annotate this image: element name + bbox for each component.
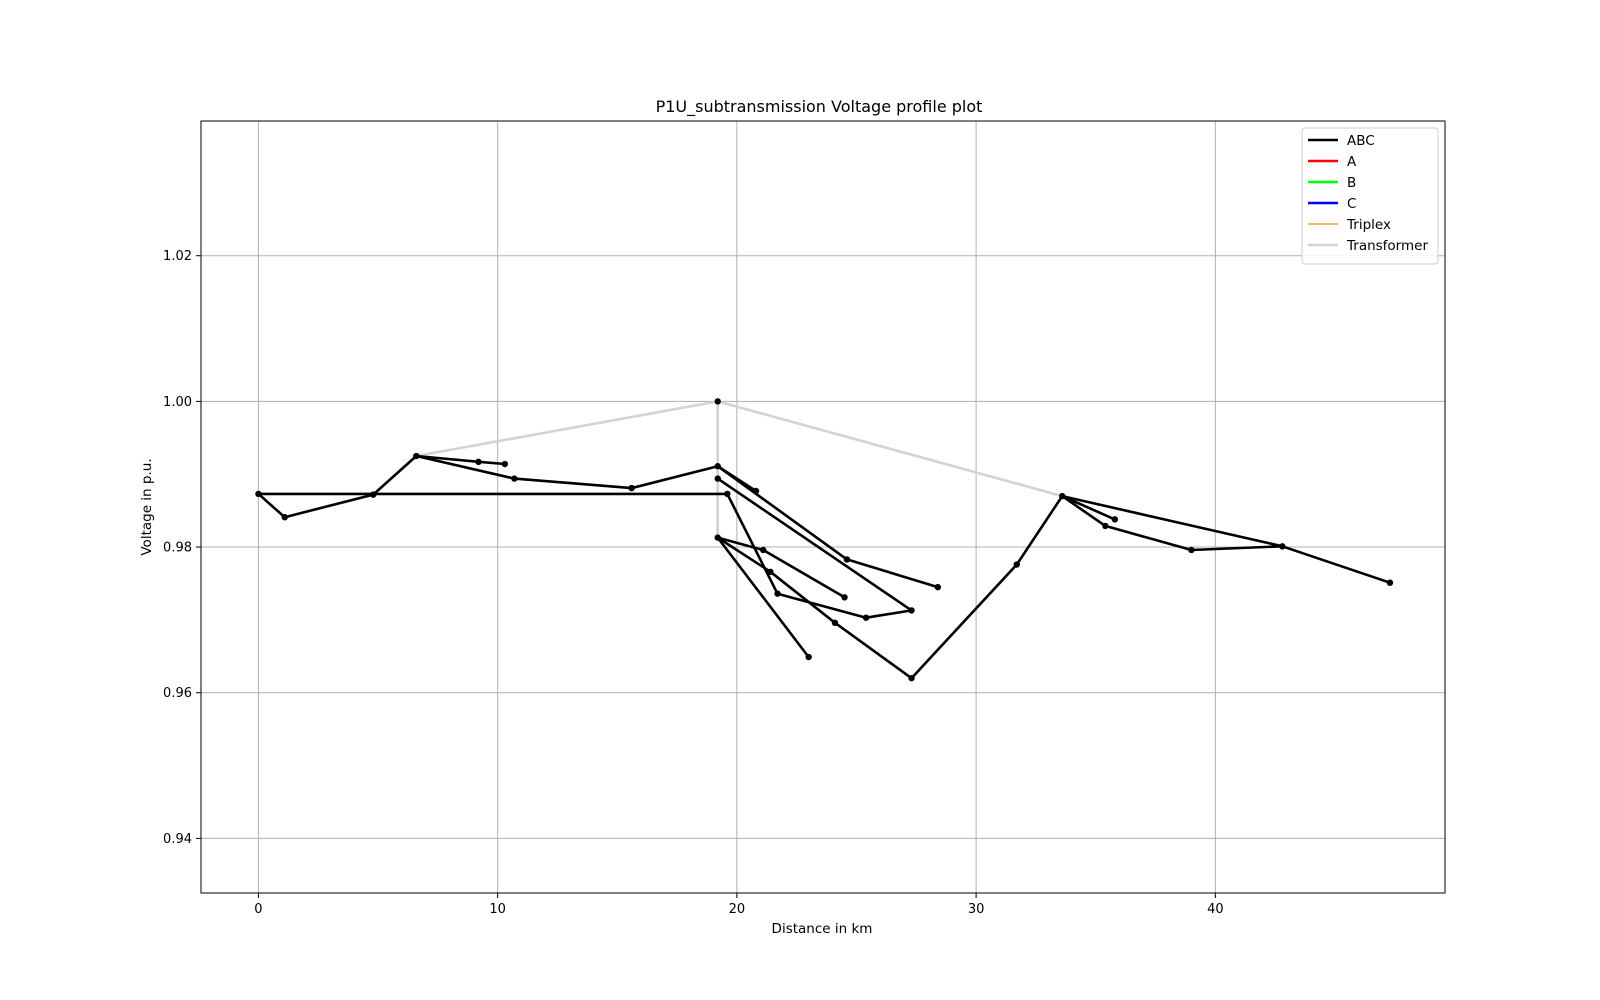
data-point-marker <box>805 653 812 661</box>
legend-label: ABC <box>1347 133 1375 149</box>
data-point-marker <box>1386 579 1394 586</box>
data-point-marker <box>1102 522 1109 530</box>
legend-label: A <box>1347 154 1357 170</box>
series-line-abc <box>1060 494 1284 548</box>
x-tick-label: 40 <box>1207 902 1224 917</box>
x-tick-label: 10 <box>489 902 506 917</box>
data-point-marker <box>862 614 870 621</box>
data-point-marker <box>370 491 377 498</box>
data-point-marker <box>934 583 942 591</box>
data-point-marker <box>1013 561 1020 568</box>
series-line-abc <box>257 454 758 519</box>
x-tick-label: 20 <box>729 902 746 917</box>
series-line-transformer <box>716 400 1064 498</box>
x-axis-ticks: 0 10 20 30 40 <box>254 893 1224 917</box>
legend-label: Triplex <box>1346 217 1391 233</box>
data-point-marker <box>628 484 635 492</box>
data-point-marker <box>714 398 721 405</box>
chart-title: P1U_subtransmission Voltage profile plot <box>656 97 983 117</box>
y-tick-label: 1.00 <box>163 395 192 410</box>
series-line-abc <box>716 477 913 612</box>
y-tick-label: 0.94 <box>163 832 192 847</box>
x-tick-label: 30 <box>968 902 985 917</box>
data-point-marker <box>908 607 915 614</box>
plot-area <box>201 121 1445 893</box>
y-tick-label: 0.96 <box>163 686 192 701</box>
data-point-marker <box>724 490 731 498</box>
data-point-marker <box>831 619 839 626</box>
data-point-marker <box>774 590 781 597</box>
grid-lines <box>201 121 1445 893</box>
series-line-abc <box>716 536 810 659</box>
plot-frame-border <box>200 120 1446 894</box>
x-tick-label: 0 <box>254 902 262 917</box>
data-point-marker <box>752 487 760 495</box>
legend-label: C <box>1347 196 1356 212</box>
data-point-marker <box>1111 516 1119 523</box>
y-tick-label: 0.98 <box>163 541 192 556</box>
series-lines <box>257 400 1392 680</box>
legend: ABC ABC Triplex Transformer <box>1301 127 1439 265</box>
y-tick-label: 1.02 <box>163 249 192 264</box>
data-point-marker <box>841 594 848 601</box>
data-point-marker <box>714 534 721 541</box>
x-axis-label: Distance in km <box>772 921 873 937</box>
data-point-marker <box>281 513 288 521</box>
y-axis-label: Voltage in p.u. <box>139 458 155 555</box>
series-line-abc <box>725 492 913 620</box>
data-point-marker <box>413 452 420 460</box>
data-point-marker <box>511 475 518 482</box>
data-markers <box>255 398 1394 682</box>
data-point-marker <box>475 458 482 466</box>
data-point-marker <box>714 475 721 482</box>
data-point-marker <box>714 463 721 470</box>
series-line-abc <box>1060 494 1117 521</box>
series-line-abc <box>716 494 1064 680</box>
data-point-marker <box>843 556 851 563</box>
data-point-marker <box>767 568 774 576</box>
legend-label: B <box>1347 175 1356 191</box>
data-point-marker <box>1059 492 1066 500</box>
data-point-marker <box>1279 543 1286 550</box>
legend-label: Transformer <box>1346 238 1428 254</box>
data-point-marker <box>255 490 262 498</box>
data-point-marker <box>759 546 767 554</box>
data-point-marker <box>501 460 509 468</box>
y-axis-ticks: 0.94 0.96 0.98 1.00 1.02 <box>163 249 201 847</box>
data-point-marker <box>908 674 915 682</box>
data-point-marker <box>1188 546 1195 554</box>
series-line-transformer <box>414 400 720 458</box>
